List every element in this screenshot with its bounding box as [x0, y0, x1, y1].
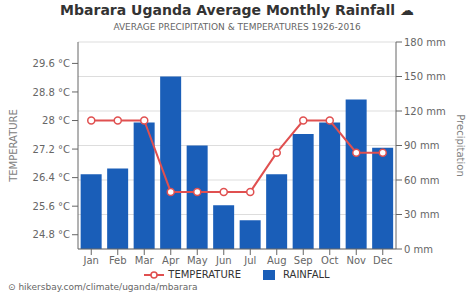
svg-text:120 mm: 120 mm — [404, 106, 446, 117]
svg-text:150 mm: 150 mm — [404, 71, 446, 82]
svg-text:0 mm: 0 mm — [404, 244, 433, 255]
html-text:RAINFALL: RAINFALL — [283, 269, 330, 280]
svg-text:May: May — [187, 255, 208, 266]
svg-text:24.8 °C: 24.8 °C — [33, 229, 70, 240]
svg-text:60 mm: 60 mm — [404, 175, 439, 186]
svg-text:Jul: Jul — [243, 255, 256, 266]
svg-text:29.6 °C: 29.6 °C — [33, 58, 70, 69]
svg-text:Aug: Aug — [267, 255, 287, 266]
svg-text:90 mm: 90 mm — [404, 140, 439, 151]
svg-text:Jan: Jan — [83, 255, 99, 266]
svg-text:30 mm: 30 mm — [404, 209, 439, 220]
svg-text:25.6 °C: 25.6 °C — [33, 201, 70, 212]
svg-text:28 °C: 28 °C — [42, 115, 70, 126]
svg-text:Precipitation: Precipitation — [455, 114, 466, 177]
svg-text:Mar: Mar — [135, 255, 155, 266]
svg-text:27.2 °C: 27.2 °C — [33, 144, 70, 155]
svg-text:TEMPERATURE: TEMPERATURE — [8, 109, 19, 183]
html-text:AVERAGE PRECIPITATION & TEMPER: AVERAGE PRECIPITATION & TEMPERATURES 192… — [113, 22, 361, 32]
svg-text:Feb: Feb — [109, 255, 127, 266]
html-text:Mbarara Uganda Average Monthly: Mbarara Uganda Average Monthly Rainfall … — [60, 2, 414, 18]
svg-text:Apr: Apr — [162, 255, 180, 266]
svg-text:28.8 °C: 28.8 °C — [33, 87, 70, 98]
svg-text:Sep: Sep — [294, 255, 313, 266]
svg-text:Oct: Oct — [321, 255, 338, 266]
html-text:TEMPERATURE: TEMPERATURE — [168, 269, 241, 280]
svg-text:Nov: Nov — [346, 255, 366, 266]
svg-text:26.4 °C: 26.4 °C — [33, 172, 70, 183]
svg-text:Jun: Jun — [215, 255, 232, 266]
html-text:⊙ hikersbay.com/climate/uganda: ⊙ hikersbay.com/climate/uganda/mbarara — [8, 282, 198, 292]
svg-text:180 mm: 180 mm — [404, 37, 446, 48]
svg-text:Dec: Dec — [373, 255, 392, 266]
